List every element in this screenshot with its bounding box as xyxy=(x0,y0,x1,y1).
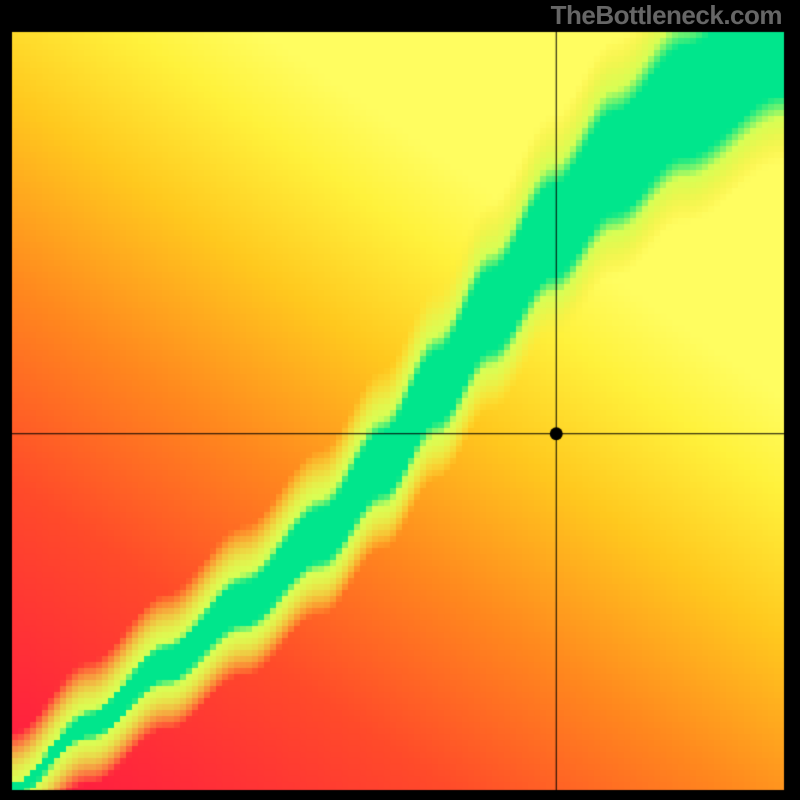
chart-root: TheBottleneck.com xyxy=(0,0,800,800)
heatmap-canvas xyxy=(0,0,800,800)
watermark-text: TheBottleneck.com xyxy=(551,0,782,31)
